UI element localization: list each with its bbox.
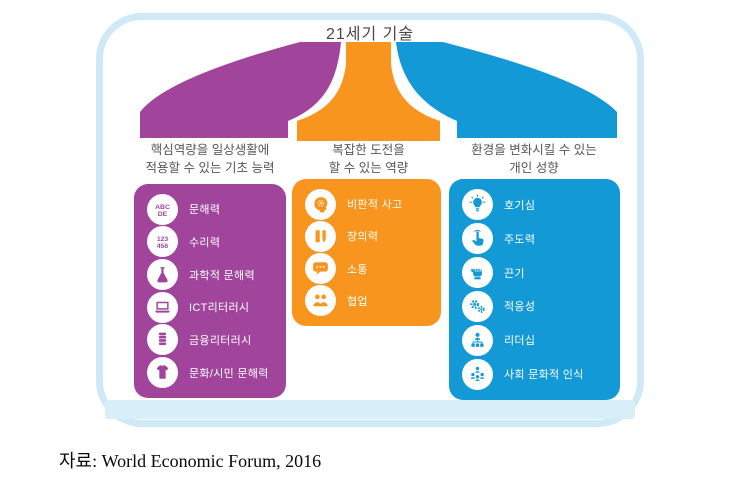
tshirt-icon <box>147 357 178 389</box>
item-label: 문화/시민 문해력 <box>189 367 269 380</box>
source-caption: 자료: World Economic Forum, 2016 <box>59 451 322 471</box>
alphabet-letters-icon: ABC DE <box>147 193 178 225</box>
column-heading-competencies: 복잡한 도전을 할 수 있는 역량 <box>296 141 441 177</box>
item-label: 금융리터러시 <box>189 334 252 347</box>
svg-text:ABC: ABC <box>155 204 170 211</box>
bottom-watermark-band <box>105 400 635 419</box>
item-label: 리더십 <box>504 335 536 348</box>
pointing-hand-icon <box>462 223 493 255</box>
item-label: 협업 <box>347 295 368 308</box>
fist-icon <box>462 257 493 289</box>
item-label: 소통 <box>347 263 368 276</box>
two-people-icon <box>305 285 336 317</box>
lightbulb-icon <box>462 189 493 221</box>
panel-foundational-literacies: ABC DE 문해력 123 456 수리력 과학적 문해력 <box>134 184 286 398</box>
list-item: 사회 문화적 인식 <box>462 358 614 390</box>
org-chart-icon <box>462 324 493 356</box>
heading-line: 핵심역량을 일상생활에 <box>150 143 270 157</box>
svg-text:456: 456 <box>157 243 169 250</box>
list-item: 호기심 <box>462 189 614 221</box>
diagram-title: 21세기 기술 <box>325 26 415 43</box>
gears-icon <box>462 290 493 322</box>
panel-character-qualities: 호기심 주도력 <box>449 179 620 400</box>
item-label: 비판적 사고 <box>347 199 403 212</box>
panel-competencies: 비판적 사고 창의력 소통 <box>292 179 441 326</box>
list-item: 끈기 <box>462 257 614 289</box>
list-item: ABC DE 문해력 <box>147 193 280 225</box>
item-label: 문해력 <box>189 204 221 217</box>
item-label: ICT리터러시 <box>189 302 250 315</box>
item-label: 창의력 <box>347 231 379 244</box>
list-item: 소통 <box>305 253 435 285</box>
heading-line: 복잡한 도전을 <box>332 143 405 157</box>
list-item: 문화/시민 문해력 <box>147 357 280 389</box>
flask-icon <box>147 259 178 291</box>
item-label: 적응성 <box>504 301 536 314</box>
heading-line: 환경을 변화시킬 수 있는 <box>471 143 597 157</box>
heading-line: 개인 성향 <box>509 161 559 176</box>
list-item: 123 456 수리력 <box>147 226 280 258</box>
list-item: 금융리터러시 <box>147 324 280 356</box>
people-group-icon <box>462 358 493 390</box>
item-label: 사회 문화적 인식 <box>504 369 584 382</box>
list-item: ICT리터러시 <box>147 291 280 323</box>
item-label: 호기심 <box>504 199 536 212</box>
list-item: 협업 <box>305 285 435 317</box>
list-item: 과학적 문해력 <box>147 259 280 291</box>
laptop-icon <box>147 291 178 323</box>
list-item: 비판적 사고 <box>305 188 435 220</box>
numbers-icon: 123 456 <box>147 226 178 258</box>
item-label: 주도력 <box>504 233 536 246</box>
coin-stack-icon <box>147 324 178 356</box>
heading-line: 할 수 있는 역량 <box>328 161 409 176</box>
item-label: 끈기 <box>504 267 525 280</box>
list-item: 창의력 <box>305 220 435 252</box>
pencil-pad-icon <box>305 220 336 252</box>
list-item: 리더십 <box>462 324 614 356</box>
list-item: 적응성 <box>462 290 614 322</box>
item-label: 수리력 <box>189 236 221 249</box>
column-heading-character-qualities: 환경을 변화시킬 수 있는 개인 성향 <box>445 141 623 177</box>
list-item: 주도력 <box>462 223 614 255</box>
svg-text:DE: DE <box>158 211 168 218</box>
column-heading-foundational-literacies: 핵심역량을 일상생활에 적용할 수 있는 기초 능력 <box>130 141 290 177</box>
heading-line: 적용할 수 있는 기초 능력 <box>145 161 275 176</box>
speech-bubble-icon <box>305 253 336 285</box>
svg-text:123: 123 <box>157 236 169 243</box>
item-label: 과학적 문해력 <box>189 269 255 282</box>
head-gear-icon <box>305 188 336 220</box>
